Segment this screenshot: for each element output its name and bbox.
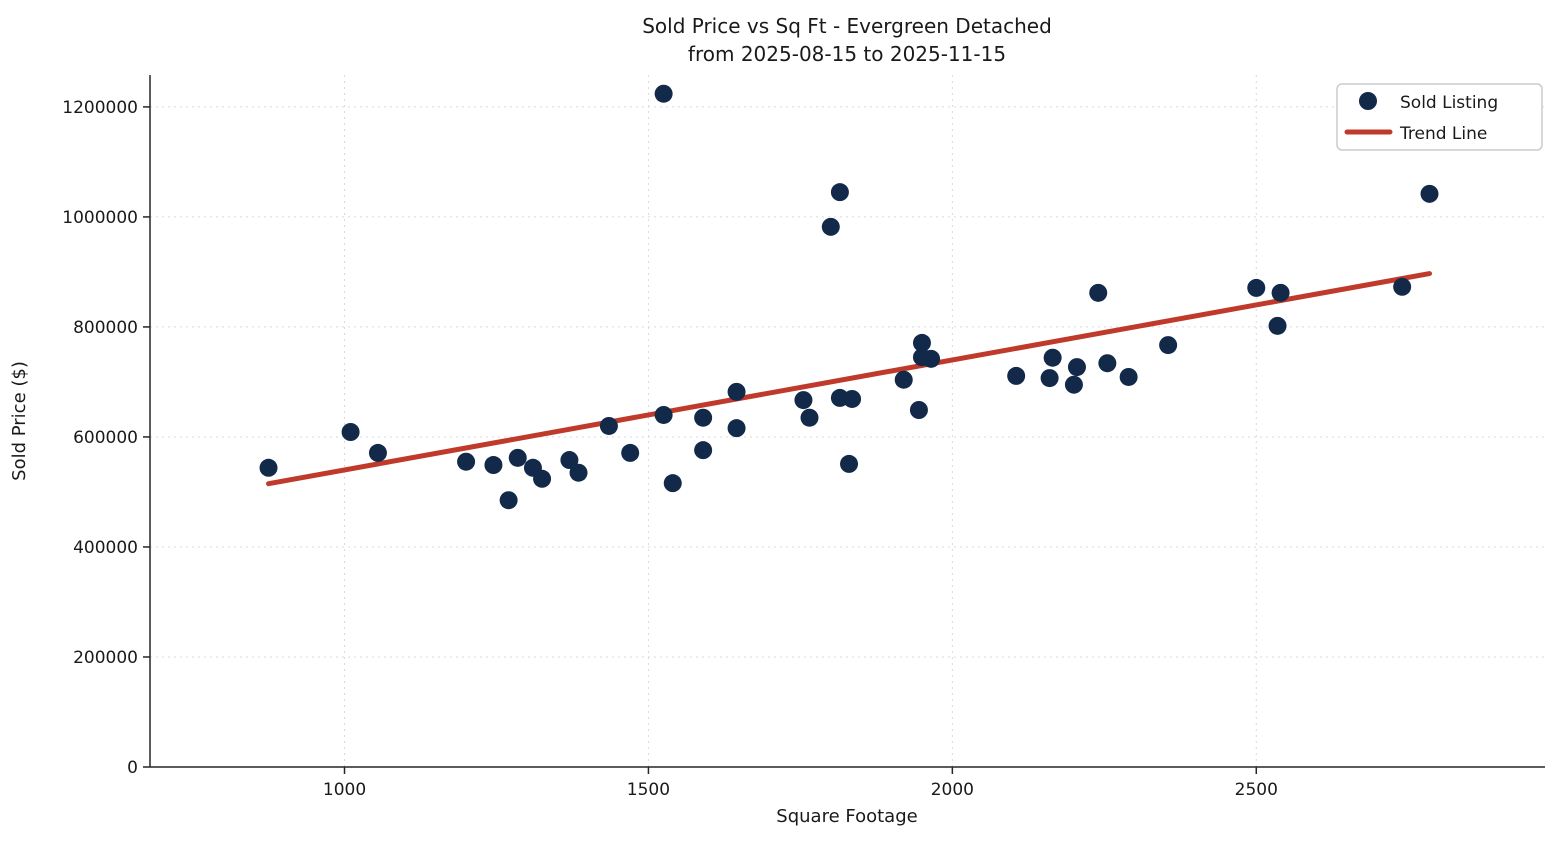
tick-labels: 1000 1500 2000 2500 0 200000 400000 600000 80000… <box>62 98 1278 800</box>
data-point <box>533 469 552 488</box>
data-point <box>569 463 588 482</box>
data-point <box>1271 283 1290 302</box>
data-point <box>694 408 713 427</box>
data-point <box>1040 369 1059 388</box>
data-point <box>484 456 503 475</box>
y-tick-label: 1200000 <box>62 98 138 118</box>
data-point <box>560 451 579 470</box>
data-point <box>259 458 278 477</box>
chart-title: Sold Price vs Sq Ft - Evergreen Detached <box>642 14 1052 38</box>
data-point <box>368 443 387 462</box>
data-point <box>727 382 746 401</box>
data-point <box>1098 354 1117 373</box>
data-point <box>663 474 682 493</box>
data-point <box>654 405 673 424</box>
trend-line-layer <box>266 271 1433 487</box>
data-point <box>1043 348 1062 367</box>
data-point <box>1007 366 1026 385</box>
data-point <box>909 400 928 419</box>
axis-ticks <box>143 106 1258 774</box>
data-point <box>843 389 862 408</box>
y-tick-label: 200000 <box>73 648 138 668</box>
data-point <box>894 370 913 389</box>
legend: Sold Listing Trend Line <box>1336 83 1543 151</box>
data-point <box>621 443 640 462</box>
data-point <box>821 217 840 236</box>
y-axis-label: Sold Price ($) <box>9 361 30 481</box>
x-tick-label: 2500 <box>1235 780 1278 800</box>
data-point <box>341 423 360 442</box>
data-point <box>508 448 527 467</box>
x-tick-label: 1500 <box>627 780 670 800</box>
data-point <box>457 452 476 471</box>
data-point <box>599 416 618 435</box>
data-point <box>1159 336 1178 355</box>
data-point <box>800 408 819 427</box>
y-tick-label: 400000 <box>73 538 138 558</box>
scatter-points-layer <box>259 84 1439 510</box>
data-point <box>727 419 746 438</box>
x-axis-label: Square Footage <box>776 806 917 827</box>
data-point <box>499 491 518 510</box>
y-tick-label: 0 <box>127 758 138 778</box>
data-point <box>1064 375 1083 394</box>
data-point <box>922 349 941 368</box>
y-tick-label: 800000 <box>73 318 138 338</box>
data-point <box>1067 358 1086 377</box>
chart-subtitle: from 2025-08-15 to 2025-11-15 <box>688 42 1006 66</box>
legend-sold-listing-label: Sold Listing <box>1400 93 1498 113</box>
data-point <box>1089 283 1108 302</box>
data-point <box>694 441 713 460</box>
data-point <box>654 84 673 103</box>
y-tick-label: 600000 <box>73 428 138 448</box>
trend-line <box>266 271 1433 487</box>
data-point <box>794 391 813 410</box>
x-tick-label: 2000 <box>931 780 974 800</box>
data-point <box>1420 184 1439 203</box>
data-point <box>840 454 859 473</box>
data-point <box>912 333 931 352</box>
data-point <box>1268 316 1287 335</box>
legend-sold-listing-marker <box>1359 92 1377 110</box>
gridlines <box>150 75 1545 767</box>
y-tick-label: 1000000 <box>62 208 138 228</box>
data-point <box>830 183 849 202</box>
x-tick-label: 1000 <box>323 780 366 800</box>
data-point <box>1247 278 1266 297</box>
legend-trend-line-label: Trend Line <box>1399 124 1487 144</box>
data-point <box>1119 367 1138 386</box>
data-point <box>1393 277 1412 296</box>
